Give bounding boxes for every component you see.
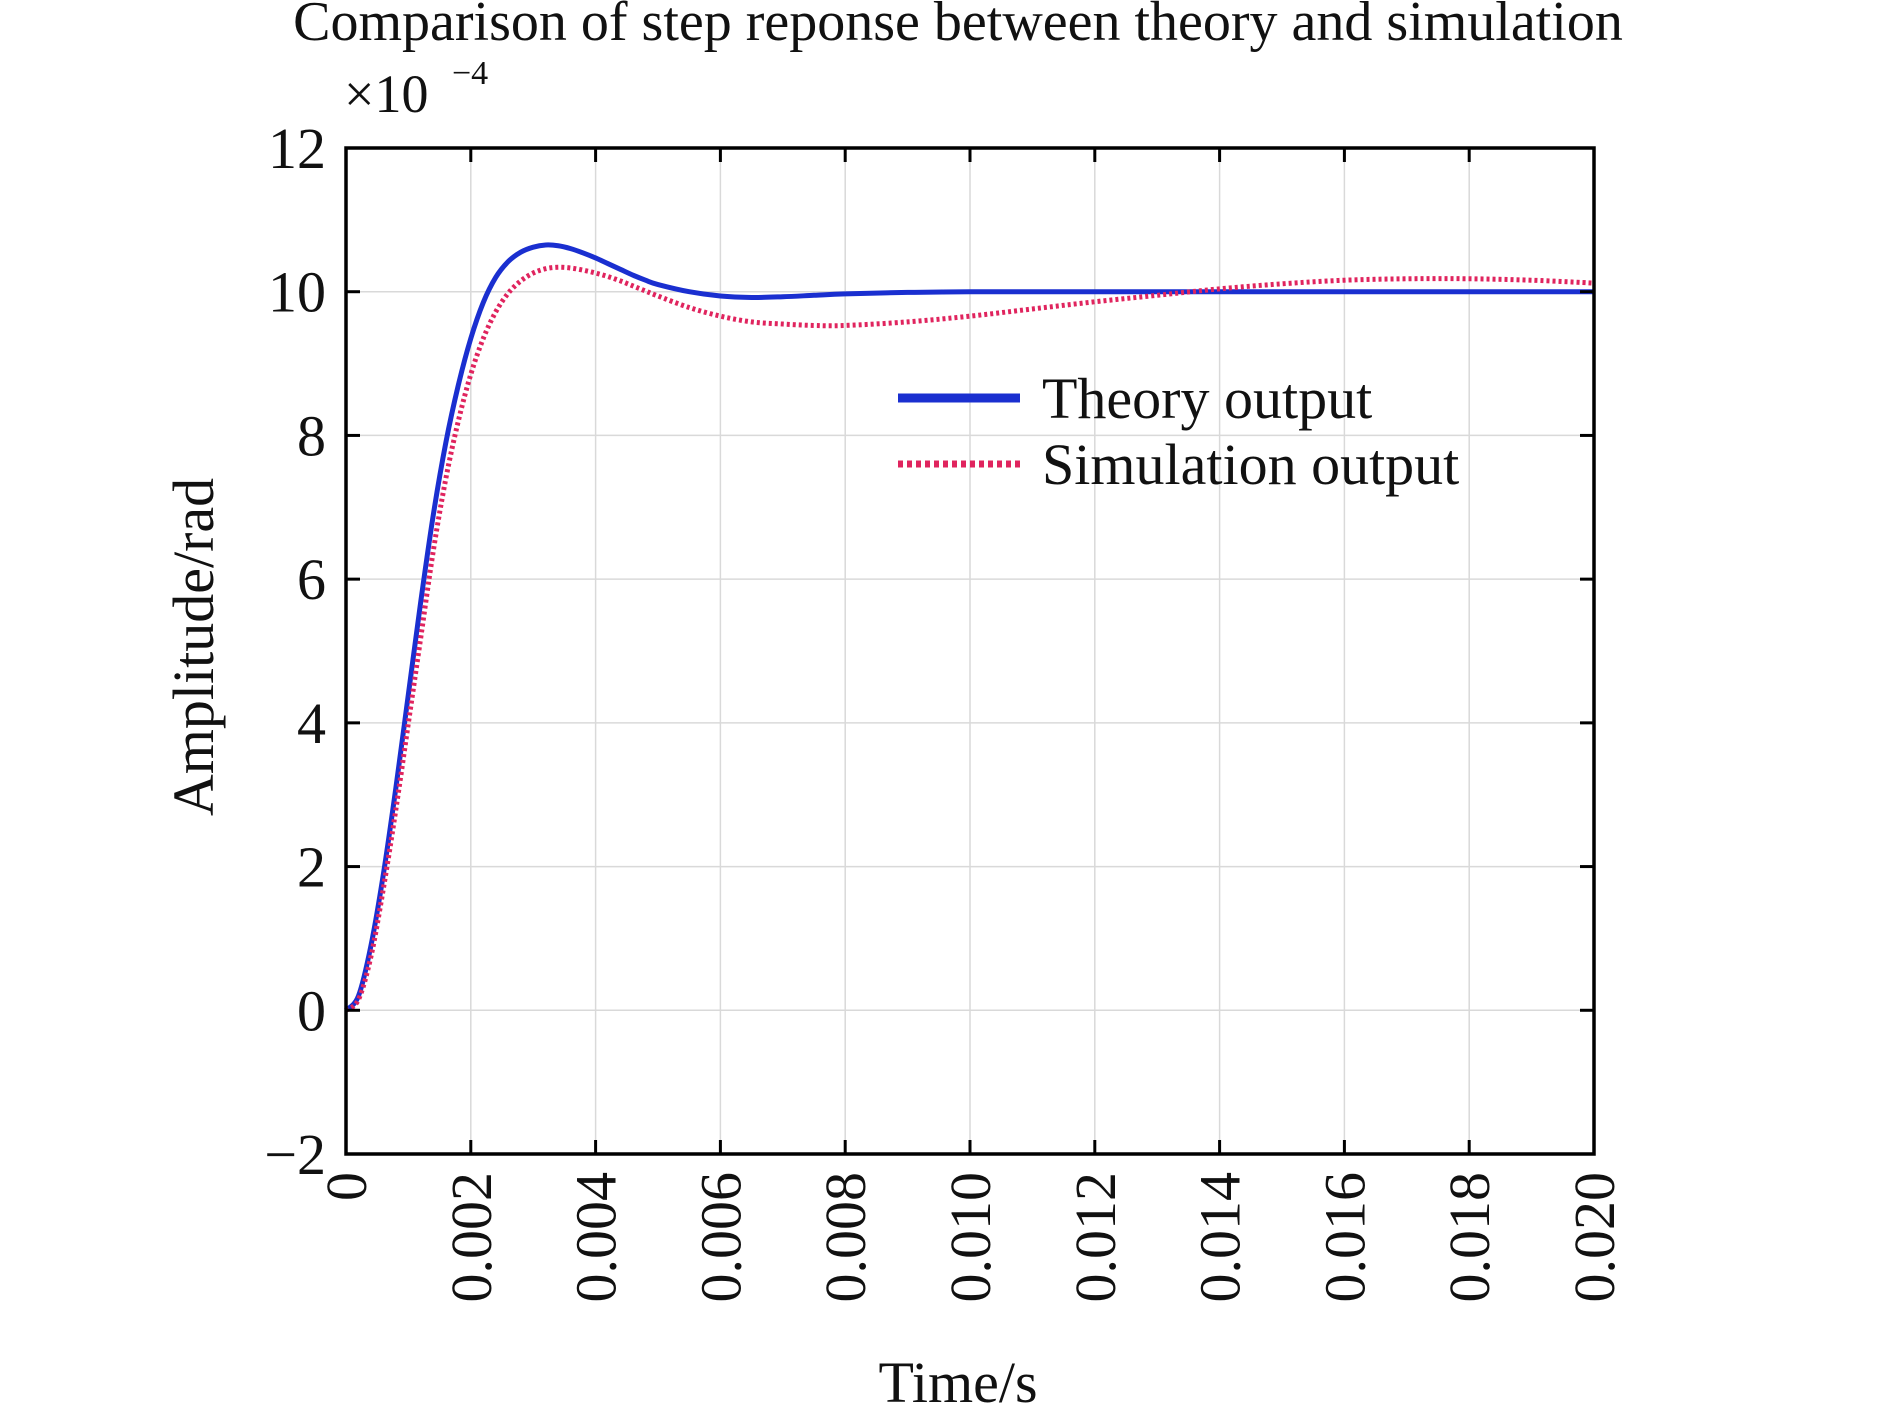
- x-tick-label: 0.008: [813, 1172, 878, 1303]
- y-tick-label: 6: [297, 547, 326, 612]
- y-tick-label: 4: [297, 691, 326, 756]
- y-axis-label: Amplitude/rad: [161, 478, 226, 816]
- x-axis-label: Time/s: [878, 1350, 1037, 1415]
- chart-title: Comparison of step reponse between theor…: [293, 0, 1623, 53]
- axes: [344, 146, 1596, 1156]
- x-tick-label: 0.002: [439, 1172, 504, 1303]
- x-tick-label: 0.004: [564, 1172, 629, 1303]
- x-tick-label: 0: [314, 1172, 379, 1201]
- y-tick-label: 8: [297, 403, 326, 468]
- grid-lines: [346, 148, 1594, 1154]
- plot-series: [344, 242, 1595, 1013]
- x-tick-label: 0.016: [1312, 1172, 1377, 1303]
- legend-label: Theory output: [1042, 366, 1372, 431]
- y-scale-exponent: −4: [452, 55, 488, 92]
- x-tick-label: 0.020: [1562, 1172, 1627, 1303]
- y-tick-label: 12: [268, 116, 326, 181]
- x-tick-label: 0.012: [1063, 1172, 1128, 1303]
- simulation-output-line: [344, 264, 1595, 1013]
- x-tick-label: 0.014: [1188, 1172, 1253, 1303]
- y-tick-label: −2: [264, 1122, 326, 1187]
- legend-label: Simulation output: [1042, 432, 1459, 497]
- y-scale-base: ×10: [344, 64, 428, 124]
- x-tick-label: 0.006: [688, 1172, 753, 1303]
- x-tick-label: 0.010: [938, 1172, 1003, 1303]
- theory-output-line: [344, 242, 1594, 1013]
- x-tick-label: 0.018: [1437, 1172, 1502, 1303]
- y-tick-label: 0: [297, 978, 326, 1043]
- y-scale-label: ×10 −4: [344, 55, 488, 124]
- y-tick-label: 2: [297, 835, 326, 900]
- y-tick-label: 10: [268, 260, 326, 325]
